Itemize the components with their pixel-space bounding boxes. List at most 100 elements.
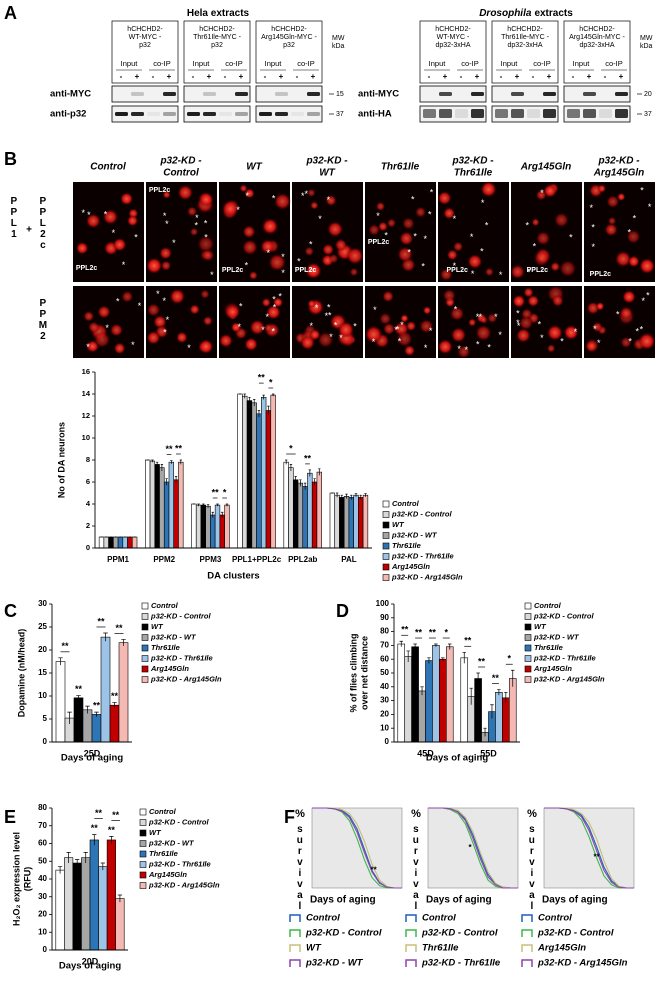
significance: ** (492, 673, 500, 683)
cell-mark: * (245, 191, 249, 201)
blot-image (419, 105, 487, 123)
mw-header: MW (640, 35, 653, 42)
antibody-label: anti-HA (358, 109, 392, 120)
y-axis-label: (RFU) (22, 867, 32, 892)
cell-mark: * (105, 323, 109, 333)
bar (353, 494, 359, 549)
lane-group: Input (193, 59, 211, 68)
cell-mark: * (334, 320, 338, 330)
cell-mark: * (318, 214, 322, 224)
lane-sign: - (500, 72, 503, 81)
error-bar (58, 657, 63, 666)
lane-sign: - (192, 72, 195, 81)
significance: ** (93, 700, 101, 710)
bar (91, 714, 102, 743)
neuron (406, 320, 417, 332)
column-label: p32-KD - (597, 156, 640, 167)
blot-image (183, 85, 251, 103)
legend-icon (405, 959, 417, 967)
significance: ** (165, 444, 173, 454)
legend-label: Control (422, 913, 456, 924)
y-tick-label: 25 (38, 622, 47, 631)
significance: ** (304, 453, 312, 463)
neuron (159, 246, 173, 260)
significance: ** (478, 656, 486, 666)
blot-band (163, 92, 176, 96)
neuron (551, 294, 564, 307)
bar (149, 460, 156, 549)
significance: * (289, 443, 293, 453)
y-axis-label: % of flies climbing (348, 633, 358, 712)
neuron (310, 201, 319, 210)
blot-band (583, 92, 596, 96)
error-bar (285, 459, 288, 465)
x-tick-label: PPM2 (153, 555, 175, 564)
blot-band (131, 92, 144, 96)
error-bar (94, 711, 99, 717)
cell-mark: * (396, 325, 400, 335)
legend-swatch (524, 655, 532, 662)
neuron (85, 213, 101, 229)
legend-label: p32-KD - Arg145Gln (150, 674, 222, 683)
bar (168, 461, 175, 549)
cell-mark: * (297, 256, 301, 266)
cell-mark: * (540, 333, 544, 343)
neuron (322, 243, 335, 256)
blot-header: WT-MYC - (437, 34, 470, 41)
lane-group: Input (265, 59, 283, 68)
significance: ** (112, 810, 120, 820)
row-label: PPL1 (8, 196, 19, 240)
y-tick-label: 16 (82, 367, 90, 376)
bar (205, 505, 211, 549)
neuron (327, 221, 344, 238)
column-label: Control (90, 162, 126, 173)
blot-header: dp32-3xHA (435, 42, 470, 49)
cell-mark: * (476, 312, 480, 322)
y-tick-label: 0 (43, 737, 48, 746)
mw-header: kDa (332, 43, 345, 50)
neuron (479, 315, 488, 324)
legend-swatch (141, 613, 149, 620)
bar (108, 536, 114, 549)
error-bar (83, 852, 88, 864)
region-label: PPL2c (76, 265, 98, 272)
lane-group: Input (573, 59, 591, 68)
y-tick-label: 70 (38, 821, 47, 830)
y-tick-label: 40 (380, 682, 389, 691)
cell-mark: * (516, 318, 520, 328)
legend-swatch (382, 511, 390, 518)
neuron (202, 315, 213, 326)
neuron (93, 331, 111, 349)
legend-label: p32-KD - WT (148, 838, 195, 847)
neuron (334, 238, 348, 252)
error-bar (504, 691, 508, 704)
y-tick-label: 14 (82, 389, 91, 398)
neuron (162, 190, 171, 199)
blot-header: p32 (211, 42, 223, 49)
bar (439, 658, 447, 743)
cell-mark: * (494, 312, 498, 322)
blot-header-box (563, 20, 631, 84)
legend-swatch (139, 861, 147, 868)
legend-icon (289, 929, 301, 937)
survival-curve (544, 807, 634, 889)
lane-sign: + (587, 72, 592, 81)
column-label: Thr61Ile (454, 168, 493, 179)
neuron (249, 319, 266, 336)
significance: ** (61, 641, 69, 651)
significance: ** (429, 627, 437, 637)
error-bar (197, 503, 200, 507)
error-bar (462, 651, 466, 664)
y-tick-label: 50 (38, 856, 47, 865)
error-bar (165, 478, 168, 486)
error-bar (262, 394, 265, 400)
significance: ** (115, 623, 123, 633)
blot-band (259, 112, 272, 116)
cell-mark: * (272, 193, 276, 203)
lane-sign: + (239, 72, 244, 81)
neuron (531, 218, 540, 227)
cell-mark: * (195, 213, 199, 223)
neuron (396, 330, 413, 348)
neuron (202, 249, 215, 262)
cell-mark: * (454, 304, 458, 314)
